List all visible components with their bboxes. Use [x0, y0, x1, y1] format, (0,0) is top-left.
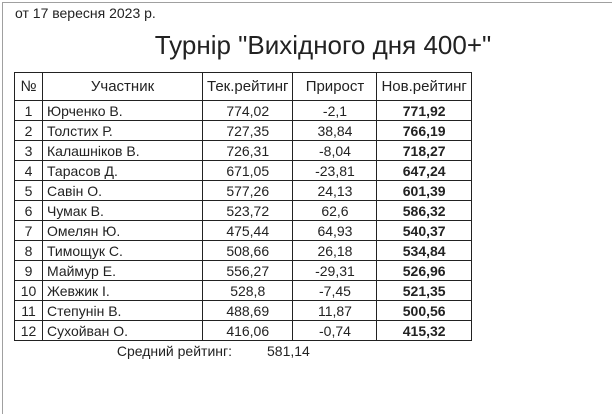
cell-gain: -0,74	[292, 320, 378, 341]
table-row: 6 Чумак В. 523,72 62,6 586,32	[14, 200, 472, 221]
cell-number: 10	[14, 280, 43, 301]
cell-current-rating: 556,27	[201, 260, 294, 281]
cell-participant: Тарасов Д.	[42, 160, 203, 181]
cell-participant: Чумак В.	[42, 200, 203, 221]
cell-participant: Юрченко В.	[42, 100, 203, 121]
cell-gain: -29,31	[292, 260, 378, 281]
cell-gain: 11,87	[292, 300, 378, 321]
cell-participant: Савін О.	[42, 180, 203, 201]
cell-new-rating: 415,32	[376, 320, 472, 341]
cell-participant: Калашніков В.	[42, 140, 203, 161]
table-row: 1 Юрченко В. 774,02 -2,1 771,92	[14, 100, 472, 121]
average-rating-label: Средний рейтинг:	[116, 343, 232, 359]
cell-gain: 62,6	[292, 200, 378, 221]
cell-number: 11	[14, 300, 43, 321]
cell-gain: -23,81	[292, 160, 378, 181]
cell-new-rating: 718,27	[376, 140, 472, 161]
cell-gain: 26,18	[292, 240, 378, 261]
cell-number: 6	[14, 200, 43, 221]
report-date: от 17 вересня 2023 р.	[15, 5, 156, 21]
table-row: 12 Сухойван О. 416,06 -0,74 415,32	[14, 320, 472, 341]
cell-number: 5	[14, 180, 43, 201]
table-row: 2 Толстих Р. 727,35 38,84 766,19	[14, 120, 472, 141]
header-current-rating: Тек.рейтинг	[201, 72, 294, 101]
ratings-table: № Участник Тек.рейтинг Прирост Нов.рейти…	[14, 72, 472, 341]
table-row: 9 Маймур Е. 556,27 -29,31 526,96	[14, 260, 472, 281]
cell-number: 12	[14, 320, 43, 341]
header-new-rating: Нов.рейтинг	[376, 72, 472, 101]
cell-participant: Тимощук С.	[42, 240, 203, 261]
table-row: 8 Тимощук С. 508,66 26,18 534,84	[14, 240, 472, 261]
cell-gain: -8,04	[292, 140, 378, 161]
cell-current-rating: 671,05	[201, 160, 294, 181]
table-row: 7 Омелян Ю. 475,44 64,93 540,37	[14, 220, 472, 241]
cell-number: 1	[14, 100, 43, 121]
cell-gain: 38,84	[292, 120, 378, 141]
cell-participant: Жевжик І.	[42, 280, 203, 301]
cell-participant: Сухойван О.	[42, 320, 203, 341]
cell-current-rating: 475,44	[201, 220, 294, 241]
table-header-row: № Участник Тек.рейтинг Прирост Нов.рейти…	[14, 72, 472, 101]
table-row: 10 Жевжик І. 528,8 -7,45 521,35	[14, 280, 472, 301]
cell-new-rating: 540,37	[376, 220, 472, 241]
cell-new-rating: 601,39	[376, 180, 472, 201]
table-row: 5 Савін О. 577,26 24,13 601,39	[14, 180, 472, 201]
header-gain: Прирост	[292, 72, 378, 101]
header-participant: Участник	[42, 72, 203, 101]
cell-new-rating: 771,92	[376, 100, 472, 121]
cell-participant: Степунін В.	[42, 300, 203, 321]
table-row: 3 Калашніков В. 726,31 -8,04 718,27	[14, 140, 472, 161]
cell-current-rating: 577,26	[201, 180, 294, 201]
cell-current-rating: 726,31	[201, 140, 294, 161]
cell-gain: -7,45	[292, 280, 378, 301]
cell-new-rating: 766,19	[376, 120, 472, 141]
cell-current-rating: 488,69	[201, 300, 294, 321]
cell-current-rating: 508,66	[201, 240, 294, 261]
cell-number: 8	[14, 240, 43, 261]
page-title: Турнір "Вихідного дня 400+"	[154, 30, 492, 60]
cell-gain: 64,93	[292, 220, 378, 241]
cell-participant: Омелян Ю.	[42, 220, 203, 241]
cell-gain: 24,13	[292, 180, 378, 201]
cell-number: 3	[14, 140, 43, 161]
cell-gain: -2,1	[292, 100, 378, 121]
cell-new-rating: 521,35	[376, 280, 472, 301]
cell-new-rating: 586,32	[376, 200, 472, 221]
cell-number: 7	[14, 220, 43, 241]
cell-number: 4	[14, 160, 43, 181]
cell-current-rating: 528,8	[201, 280, 294, 301]
header-number: №	[14, 72, 43, 101]
cell-current-rating: 727,35	[201, 120, 294, 141]
cell-new-rating: 526,96	[376, 260, 472, 281]
average-rating-value: 581,14	[267, 343, 310, 359]
cell-participant: Маймур Е.	[42, 260, 203, 281]
cell-number: 2	[14, 120, 43, 141]
cell-current-rating: 774,02	[201, 100, 294, 121]
cell-new-rating: 500,56	[376, 300, 472, 321]
cell-current-rating: 523,72	[201, 200, 294, 221]
table-row: 4 Тарасов Д. 671,05 -23,81 647,24	[14, 160, 472, 181]
cell-new-rating: 647,24	[376, 160, 472, 181]
cell-current-rating: 416,06	[201, 320, 294, 341]
cell-new-rating: 534,84	[376, 240, 472, 261]
cell-participant: Толстих Р.	[42, 120, 203, 141]
table-row: 11 Степунін В. 488,69 11,87 500,56	[14, 300, 472, 321]
cell-number: 9	[14, 260, 43, 281]
